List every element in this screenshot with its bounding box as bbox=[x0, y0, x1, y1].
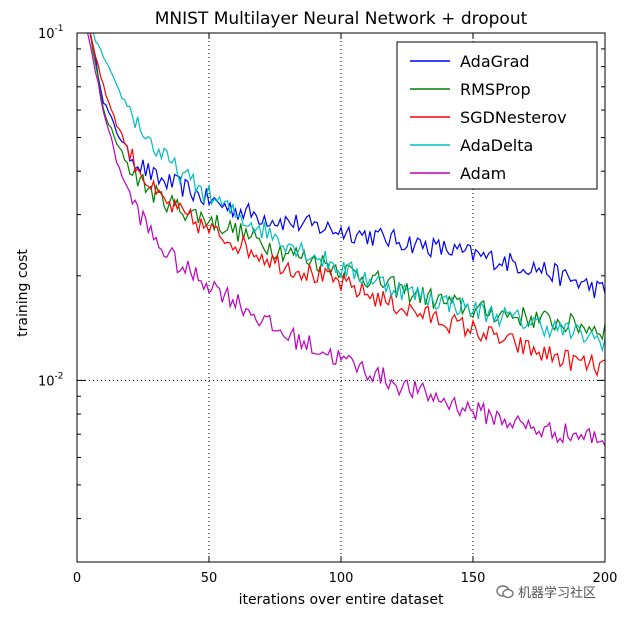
series-line-adagrad bbox=[89, 35, 605, 299]
wechat-icon bbox=[496, 584, 514, 599]
series-line-sgdnesterov bbox=[89, 33, 605, 378]
legend-label: AdaGrad bbox=[460, 52, 530, 71]
series-line-adadelta bbox=[92, 33, 605, 353]
x-axis-label: iterations over entire dataset bbox=[239, 592, 444, 608]
watermark: 机器学习社区 bbox=[496, 582, 596, 601]
series-line-adam bbox=[87, 33, 605, 446]
legend-box bbox=[396, 41, 598, 190]
legend-label: SGDNesterov bbox=[460, 108, 567, 127]
y-tick-label: 10-2 bbox=[38, 371, 64, 389]
y-axis-label: training cost bbox=[15, 249, 31, 337]
tick-marks: 0 50 100 150 200 10-1 10-2 bbox=[38, 24, 617, 586]
series-layer bbox=[87, 33, 605, 446]
legend: AdaGrad RMSProp SGDNesterov AdaDelta Adam bbox=[396, 41, 598, 190]
x-tick-label: 50 bbox=[201, 571, 218, 586]
x-tick-label: 100 bbox=[329, 571, 354, 586]
legend-label: RMSProp bbox=[460, 80, 531, 99]
chart-title: MNIST Multilayer Neural Network + dropou… bbox=[155, 9, 528, 29]
watermark-text: 机器学习社区 bbox=[518, 586, 597, 601]
y-tick-label: 10-1 bbox=[38, 24, 64, 42]
legend-label: AdaDelta bbox=[460, 136, 533, 155]
legend-label: Adam bbox=[460, 164, 506, 183]
x-tick-label: 200 bbox=[593, 571, 618, 586]
x-tick-label: 150 bbox=[461, 571, 486, 586]
x-tick-label: 0 bbox=[73, 571, 81, 586]
